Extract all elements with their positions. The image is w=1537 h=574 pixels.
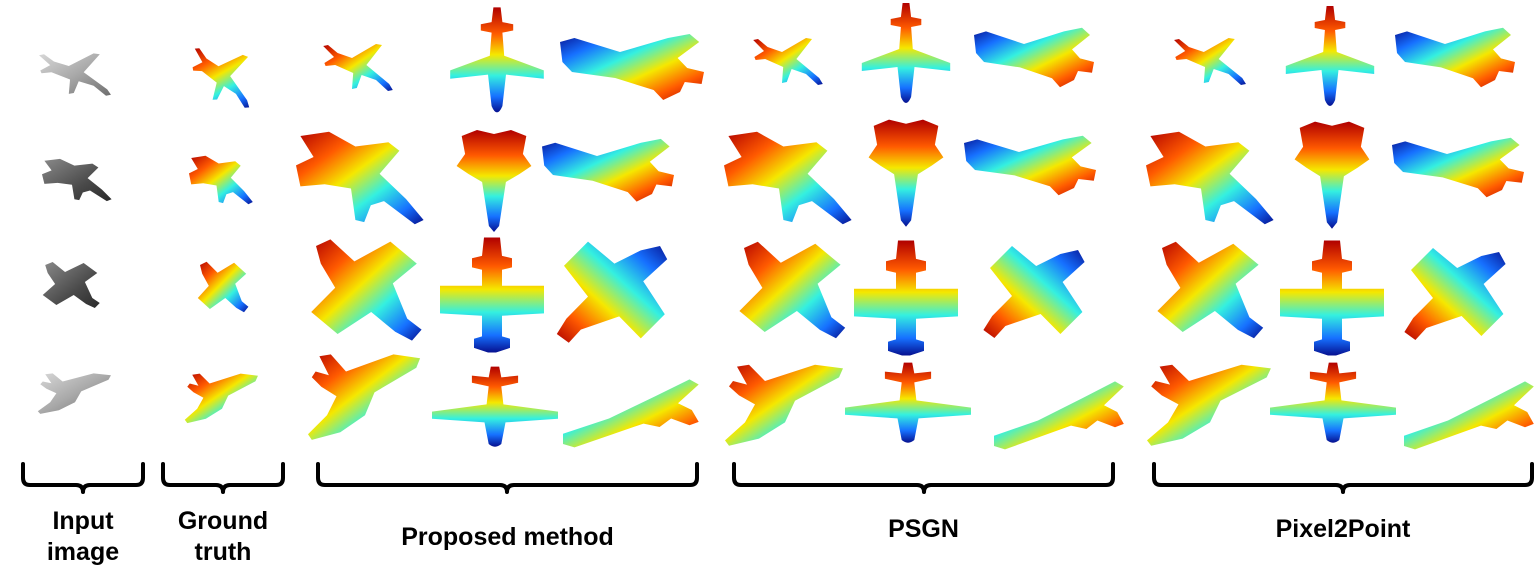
proposed-row-3-view-3	[556, 241, 668, 343]
ground-truth-column	[184, 46, 258, 424]
brace-input-image	[21, 462, 145, 494]
proposed-row-3-view-2	[440, 237, 544, 353]
proposed-row-2-view-1	[296, 131, 424, 225]
ground-truth-label-line-2: truth	[194, 538, 252, 566]
input-image-bomber	[37, 373, 111, 414]
pixel2point-row-3-view-3	[1404, 248, 1506, 340]
ground-truth-label-line-1: Ground	[177, 507, 269, 535]
pixel2point-row-1-view-1	[1174, 38, 1246, 85]
pixel2point-row-4-view-1	[1147, 364, 1271, 446]
psgn-row-4-view-3	[994, 381, 1124, 450]
pixel2point-results	[1146, 6, 1534, 450]
pixel2point-row-2-view-3	[1392, 137, 1524, 198]
pixel2point-label: Pixel2Point	[1275, 515, 1411, 543]
pixel2point-row-1-view-2	[1285, 6, 1375, 106]
psgn-row-2-view-3	[964, 135, 1096, 196]
proposed-row-2-view-2	[456, 130, 532, 232]
psgn-row-4-view-2	[845, 362, 971, 443]
pixel2point-row-3-view-2	[1280, 240, 1384, 356]
psgn-row-2-view-1	[724, 131, 852, 225]
input-image-column	[37, 53, 112, 414]
proposed-method-results	[296, 7, 704, 448]
pixel2point-row-2-view-2	[1294, 121, 1370, 229]
input-image-label-line-2: image	[46, 538, 120, 566]
psgn-label: PSGN	[888, 515, 959, 543]
proposed-row-1-view-1	[323, 44, 393, 91]
psgn-row-3-view-3	[983, 246, 1085, 338]
psgn-row-1-view-3	[974, 27, 1094, 88]
pixel2point-row-2-view-1	[1146, 131, 1274, 225]
psgn-row-3-view-2	[854, 240, 958, 356]
brace-pixel2point	[1152, 462, 1534, 494]
brace-proposed-method	[316, 462, 699, 494]
input-image-propeller-plane	[42, 262, 100, 308]
psgn-row-1-view-1	[753, 38, 823, 85]
proposed-row-4-view-1	[308, 354, 421, 440]
proposed-method-label: Proposed method	[401, 523, 614, 551]
pixel2point-row-1-view-3	[1395, 27, 1515, 88]
ground-truth-row-4	[184, 373, 258, 424]
input-image-fighter	[42, 158, 112, 202]
psgn-row-3-view-1	[739, 241, 846, 339]
ground-truth-label: Ground truth	[163, 506, 283, 568]
proposed-row-3-view-1	[311, 239, 422, 341]
ground-truth-row-2	[189, 155, 253, 205]
pixel2point-row-4-view-2	[1270, 362, 1396, 443]
input-image-label-line-1: Input	[52, 507, 114, 535]
proposed-row-1-view-3	[560, 34, 704, 100]
psgn-row-4-view-1	[725, 364, 843, 446]
ground-truth-row-3	[197, 261, 249, 313]
proposed-row-4-view-2	[432, 366, 558, 447]
pixel2point-row-3-view-1	[1157, 241, 1264, 339]
proposed-row-1-view-2	[450, 7, 544, 113]
proposed-row-4-view-3	[563, 379, 699, 448]
pixel2point-row-4-view-3	[1404, 381, 1534, 450]
psgn-row-1-view-2	[861, 3, 951, 103]
input-image-airliner	[39, 53, 111, 96]
psgn-results	[724, 3, 1124, 450]
proposed-row-2-view-3	[542, 138, 674, 202]
ground-truth-row-1	[186, 46, 258, 109]
psgn-row-2-view-2	[868, 119, 944, 227]
input-image-label: Input image	[23, 506, 143, 568]
brace-psgn	[732, 462, 1115, 494]
brace-ground-truth	[161, 462, 285, 494]
